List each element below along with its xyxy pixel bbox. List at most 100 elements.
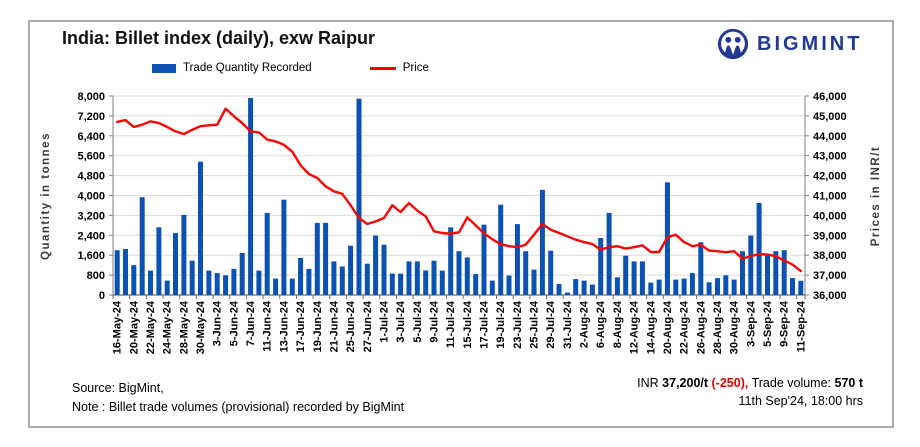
bar — [548, 250, 554, 295]
bar — [206, 270, 212, 295]
x-axis-label: 21-Jun-24 — [328, 300, 340, 352]
x-axis-label: 15-Jul-24 — [462, 300, 474, 349]
bar — [281, 199, 287, 295]
bar — [373, 235, 379, 295]
bar — [123, 249, 128, 295]
y-axis-label-left: 6,400 — [77, 131, 105, 143]
bar — [348, 245, 354, 295]
x-axis-label: 25-Jun-24 — [345, 300, 357, 352]
bar — [781, 250, 787, 295]
legend-line-label: Price — [402, 62, 429, 74]
bar — [239, 253, 245, 295]
bar — [489, 280, 495, 295]
bar — [573, 279, 579, 295]
bar — [156, 227, 162, 295]
bar — [331, 261, 337, 295]
bar — [798, 280, 804, 295]
x-axis-label: 31-Jul-24 — [562, 300, 574, 349]
bar — [231, 268, 237, 295]
bigmint-logo-icon — [717, 28, 749, 60]
bar — [464, 257, 470, 295]
bar — [706, 282, 712, 295]
bar — [148, 270, 153, 295]
bar — [456, 251, 462, 295]
bar — [356, 98, 362, 295]
bar — [131, 265, 137, 295]
y-axis-label-right: 38,000 — [813, 250, 847, 262]
x-axis-label: 9-Jul-24 — [428, 300, 440, 342]
x-axis-label: 22-May-24 — [145, 300, 157, 354]
x-axis-label: 3-Jun-24 — [212, 300, 224, 346]
x-axis-label: 16-May-24 — [112, 300, 124, 354]
x-axis-label: 3-Jul-24 — [395, 300, 407, 342]
y-axis-label-right: 42,000 — [813, 171, 847, 183]
legend-bar-swatch — [152, 63, 176, 73]
bar — [673, 279, 679, 295]
x-axis-label: 12-Aug-24 — [629, 300, 641, 354]
y-axis-label-right: 36,000 — [813, 290, 847, 302]
brand-logo-text: BIGMINT — [757, 32, 863, 55]
y-axis-label-right: 39,000 — [813, 230, 847, 242]
bar — [273, 278, 279, 295]
bar — [381, 244, 387, 295]
x-axis-label: 5-Jun-24 — [228, 300, 240, 346]
x-axis-label: 28-May-24 — [178, 300, 190, 354]
bar — [506, 275, 512, 295]
x-axis-label: 26-Aug-24 — [695, 300, 707, 354]
bar — [514, 224, 520, 295]
bar — [698, 242, 704, 295]
y-axis-label-right: 37,000 — [813, 270, 847, 282]
bar — [189, 260, 195, 295]
bar — [364, 263, 370, 295]
x-axis-label: 20-Aug-24 — [662, 300, 674, 354]
y-axis-label-left: 4,800 — [77, 171, 105, 183]
bar — [214, 273, 220, 295]
bar — [323, 222, 329, 295]
bar — [773, 251, 779, 295]
bar — [298, 257, 304, 295]
x-axis-label: 8-Aug-24 — [612, 300, 624, 348]
bar — [598, 238, 604, 295]
y-axis-label-left: 0 — [99, 290, 105, 302]
bar — [306, 268, 312, 295]
bar — [556, 284, 562, 295]
bar — [256, 270, 262, 295]
x-axis-label: 28-Aug-24 — [712, 300, 724, 354]
bar — [689, 273, 695, 295]
y-axis-label-right: 46,000 — [813, 91, 847, 103]
bar — [731, 279, 737, 295]
x-axis-label: 7-Jun-24 — [245, 300, 257, 346]
bar — [223, 275, 229, 295]
bar — [398, 273, 404, 295]
bar — [723, 275, 729, 295]
y-axis-label-left: 2,400 — [77, 230, 105, 242]
bar — [531, 269, 537, 295]
bar — [748, 235, 754, 295]
bar — [289, 278, 295, 295]
note-text: Note : Billet trade volumes (provisional… — [72, 400, 405, 414]
y-axis-label-left: 4,000 — [77, 191, 105, 203]
price-summary-line: INR 37,200/t (-250), Trade volume: 570 t — [637, 374, 863, 392]
x-axis-label: 22-Aug-24 — [679, 300, 691, 354]
bar — [589, 284, 595, 295]
bar — [423, 270, 429, 295]
bar — [539, 189, 545, 295]
legend-item-price: Price — [369, 62, 429, 74]
y-axis-label-left: 8,000 — [77, 91, 105, 103]
x-axis-label: 27-Jun-24 — [362, 300, 374, 352]
bar — [740, 251, 745, 295]
bar — [681, 278, 687, 295]
bar — [564, 292, 570, 295]
bar — [715, 278, 720, 295]
x-axis-label: 30-May-24 — [195, 300, 207, 354]
x-axis-label: 23-Jul-24 — [512, 300, 524, 349]
bar — [164, 280, 170, 295]
bar — [639, 261, 645, 295]
page-title: India: Billet index (daily), exw Raipur — [62, 28, 376, 48]
x-axis-label: 19-Jul-24 — [495, 300, 507, 349]
source-text: Source: BigMint, — [72, 381, 164, 395]
x-axis-label: 2-Aug-24 — [579, 300, 591, 348]
legend-item-quantity: Trade Quantity Recorded — [152, 62, 312, 74]
